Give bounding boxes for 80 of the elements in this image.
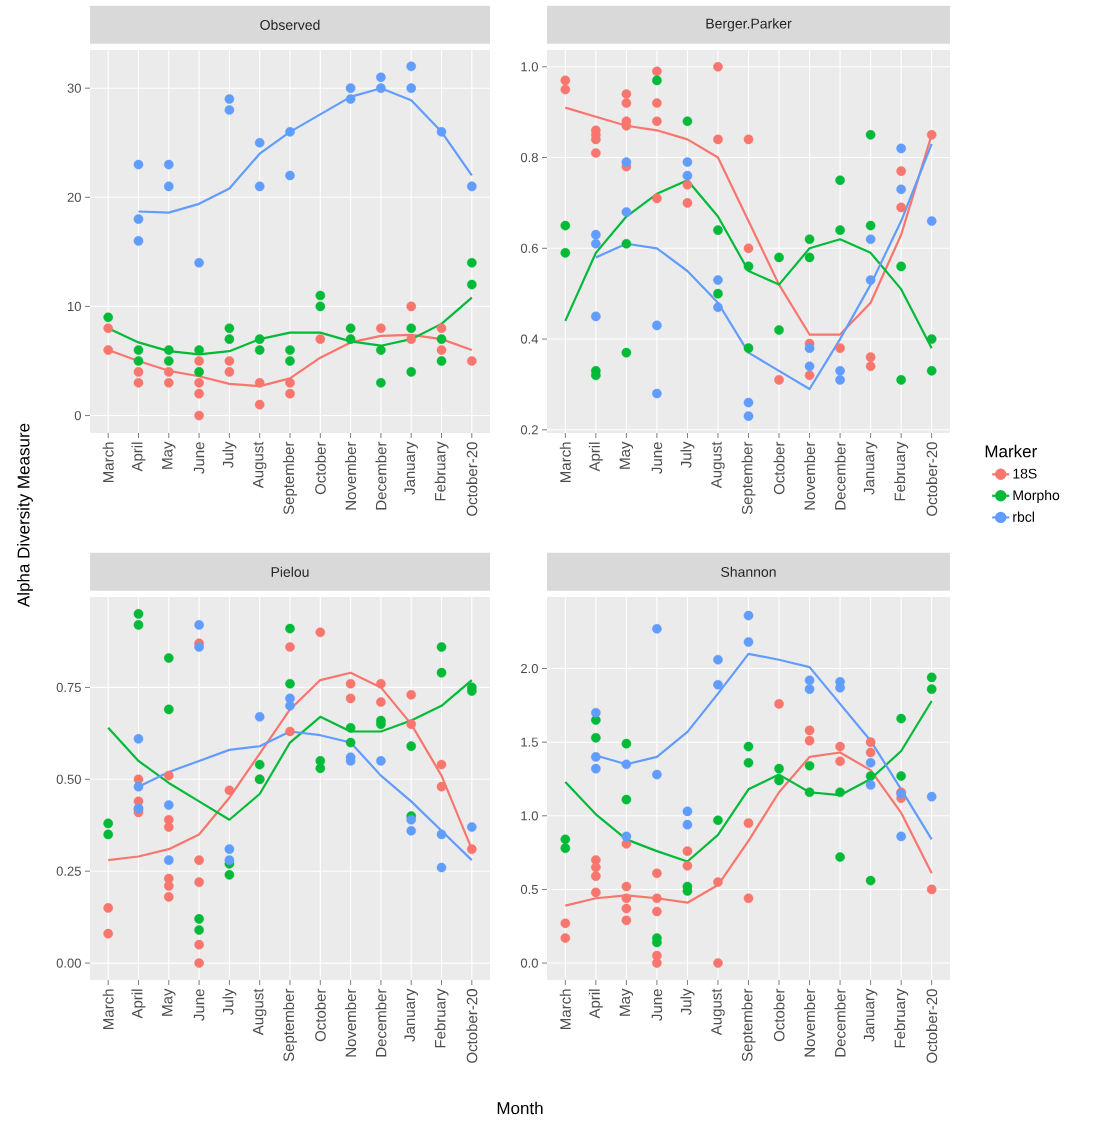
x-tick-label: December [834, 988, 846, 1057]
x-axis-title: Month [497, 1101, 543, 1115]
x-tick-label: February [894, 988, 909, 1048]
x-tick-label: October-20 [926, 442, 938, 516]
x-tick-label: October-20 [466, 442, 478, 516]
x-tick-label: July [680, 441, 695, 468]
legend-label: 18S [1013, 468, 1037, 479]
y-tick-label: 1.0 [521, 62, 538, 72]
x-tick-label: August [711, 441, 725, 489]
y-tick-label: 0.6 [520, 243, 538, 253]
y-tick-label: 0.00 [56, 958, 81, 968]
x-tick-label: May [619, 988, 634, 1016]
x-tick-label: January [404, 988, 418, 1042]
x-tick-label: January [863, 441, 878, 495]
y-tick-label: 30 [67, 83, 81, 93]
x-tick-label: October-20 [466, 989, 478, 1063]
legend-label: Morpho [1013, 489, 1060, 503]
x-tick-label: September [741, 441, 756, 515]
x-tick-label: February [894, 441, 909, 501]
x-tick-label: March [102, 989, 114, 1029]
x-tick-label: November [345, 988, 357, 1057]
x-tick-label: May [162, 988, 176, 1016]
x-tick-label: November [804, 988, 816, 1057]
x-tick-label: October [314, 988, 326, 1042]
x-tick-label: January [404, 441, 418, 495]
x-tick-label: August [252, 441, 267, 489]
y-tick-label: 0.2 [520, 425, 538, 435]
x-tick-label: December [375, 988, 387, 1057]
y-tick-label: 1.0 [521, 811, 538, 821]
x-tick-label: April [131, 989, 146, 1019]
x-tick-label: June [193, 442, 205, 474]
chart-title: Shannon [721, 566, 776, 577]
x-tick-label: October [773, 441, 785, 495]
y-tick-label: 1.5 [521, 737, 538, 747]
x-tick-label: May [162, 441, 176, 469]
x-tick-label: June [651, 442, 663, 474]
y-tick-label: 0.8 [520, 152, 538, 163]
x-tick-label: November [804, 441, 816, 510]
y-tick-label: 0.75 [56, 682, 81, 693]
x-tick-label: March [559, 989, 571, 1029]
x-tick-label: February [434, 441, 449, 501]
legend-label: rbcl [1013, 511, 1034, 522]
x-tick-label: April [588, 442, 603, 472]
x-tick-label: October [773, 988, 785, 1042]
x-tick-label: January [863, 988, 878, 1042]
x-tick-label: March [559, 442, 571, 482]
y-tick-label: 10 [67, 301, 81, 312]
y-tick-label: 20 [67, 192, 81, 202]
x-tick-label: June [651, 989, 663, 1021]
x-tick-label: November [345, 441, 357, 510]
x-tick-label: May [619, 441, 634, 469]
x-tick-label: July [222, 441, 237, 468]
x-tick-label: April [131, 442, 146, 472]
y-tick-label: 0 [74, 410, 81, 421]
y-axis-title: Alpha Diversity Measure [17, 423, 33, 608]
x-tick-label: June [193, 989, 205, 1021]
x-tick-label: December [375, 441, 387, 510]
chart-title: Berger.Parker [706, 18, 792, 32]
legend-title: Marker [985, 444, 1037, 458]
y-tick-label: 0.4 [520, 334, 539, 344]
x-tick-label: October [314, 441, 326, 495]
chart-title: Pielou [271, 566, 309, 577]
y-tick-label: 0.50 [56, 774, 81, 784]
x-tick-label: March [102, 442, 114, 482]
y-tick-label: 0.25 [56, 866, 81, 876]
x-tick-label: August [711, 988, 725, 1036]
x-tick-label: February [434, 988, 449, 1048]
x-tick-label: July [680, 988, 695, 1015]
chart-title: Observed [260, 19, 320, 30]
y-tick-label: 0.5 [520, 884, 538, 895]
x-tick-label: September [283, 988, 297, 1062]
y-tick-label: 0.0 [520, 958, 538, 968]
x-tick-label: December [834, 441, 846, 510]
x-tick-label: October-20 [926, 989, 938, 1063]
x-tick-label: July [222, 988, 237, 1015]
x-tick-label: April [588, 989, 603, 1019]
x-tick-label: August [252, 988, 267, 1036]
x-tick-label: September [283, 441, 297, 515]
y-tick-label: 2.0 [521, 663, 538, 674]
x-tick-label: September [741, 988, 756, 1062]
